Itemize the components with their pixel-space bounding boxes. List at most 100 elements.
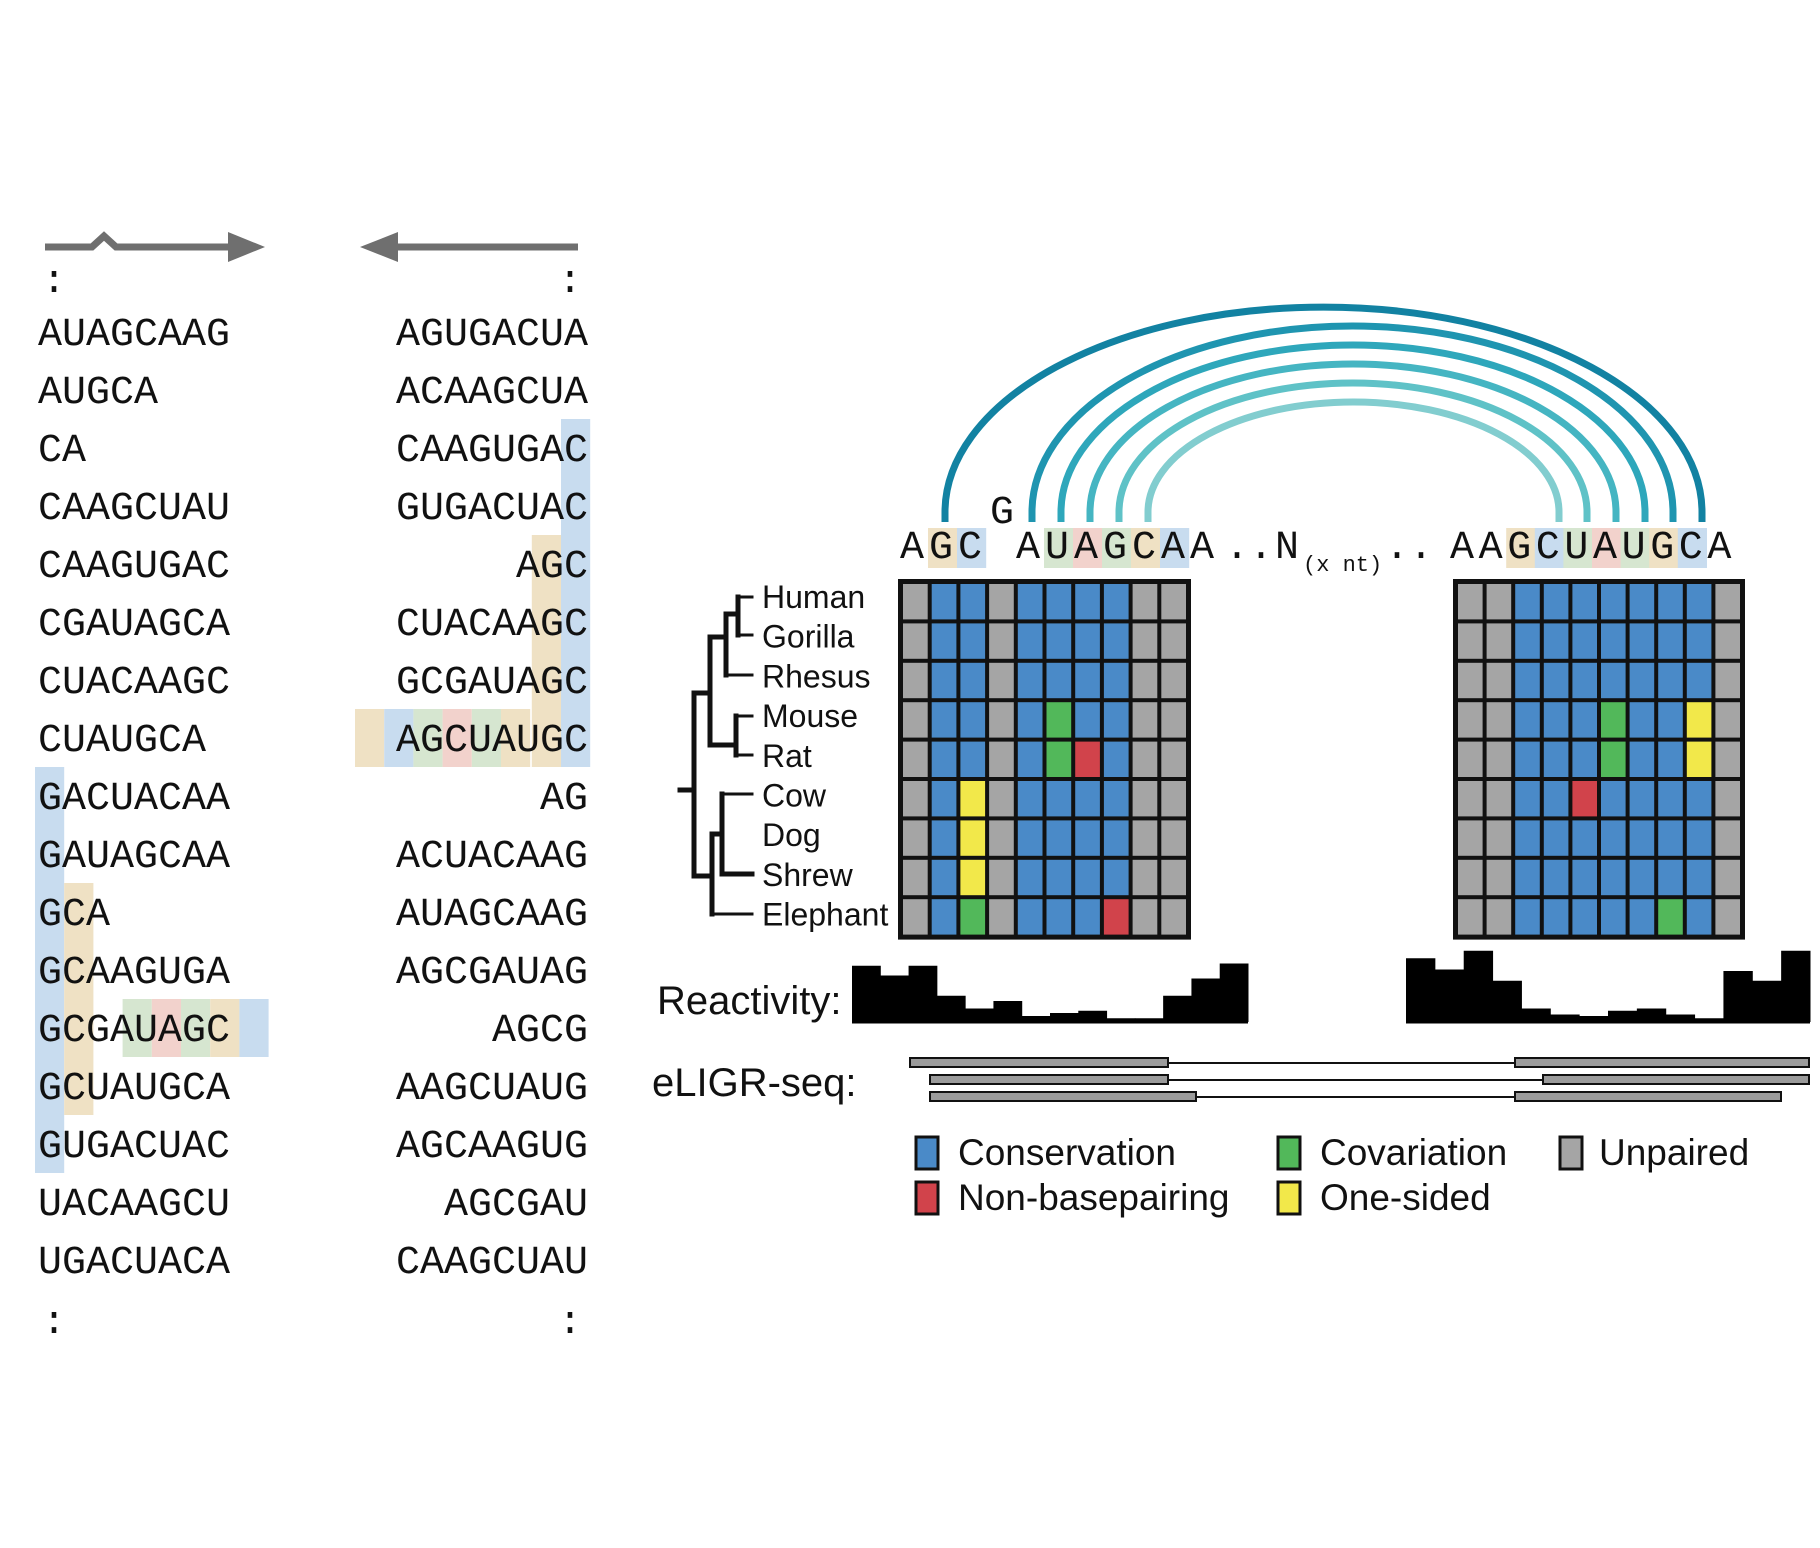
structure-base-right: C <box>1536 526 1560 571</box>
forward-read: GCA <box>38 893 110 938</box>
ellipsis-bottom-left: : <box>42 1301 66 1346</box>
forward-read: GCAAGUGA <box>38 951 230 996</box>
structure-base-right: C <box>1679 526 1703 571</box>
unpaired-cell <box>1161 702 1186 738</box>
reactivity-bar <box>1636 1008 1667 1022</box>
structure-base-right: U <box>1622 526 1646 571</box>
reactivity-bar <box>1521 1008 1551 1022</box>
reactivity-bar <box>1078 1010 1108 1022</box>
conservation-cell <box>1543 702 1569 738</box>
conservation-cell <box>1515 741 1540 777</box>
structure-base-highlight <box>928 528 958 568</box>
conservation-cell <box>1075 662 1100 699</box>
conservation-grid-right <box>1453 579 1745 940</box>
conservation-cell <box>1017 584 1043 620</box>
forward-read: CGAUAGCA <box>38 603 230 648</box>
conservation-cell <box>931 781 957 817</box>
highlight-forward-pair <box>210 999 240 1057</box>
conservation-cell <box>1046 662 1072 699</box>
conservation-cell <box>1572 662 1597 699</box>
conservation-cell <box>1629 781 1655 817</box>
conservation-cell <box>931 820 957 856</box>
conservation-cell <box>1572 820 1597 856</box>
unpaired-cell <box>989 781 1014 817</box>
conservation-cell <box>960 662 986 699</box>
unpaired-cell <box>1458 820 1483 856</box>
conservation-cell <box>931 702 957 738</box>
reverse-read: AGUGACUA <box>396 313 588 358</box>
species-label: Elephant <box>762 897 888 933</box>
conservation-cell <box>931 859 957 896</box>
conservation-cell <box>1686 662 1712 699</box>
reactivity-bar <box>1492 980 1522 1022</box>
unpaired-cell <box>1132 899 1158 935</box>
unpaired-cell <box>1486 584 1512 620</box>
conservation-cell <box>931 741 957 777</box>
reverse-read: AGCAAGUG <box>396 1125 588 1170</box>
legend-nonbasepairing: Non-basepairing <box>958 1177 1230 1218</box>
conservation-cell <box>931 662 957 699</box>
legend-covariation: Covariation <box>1320 1132 1507 1173</box>
onesided-cell <box>960 859 986 896</box>
reverse-read: AGCGAUAG <box>396 951 588 996</box>
conservation-cell <box>1658 623 1683 659</box>
ellipsis-top-left: : <box>42 260 66 305</box>
conservation-cell <box>1601 899 1626 935</box>
reactivity-bar <box>1781 950 1811 1022</box>
unpaired-cell <box>1715 623 1740 659</box>
conservation-cell <box>1686 820 1712 856</box>
dots-right: .. <box>1385 526 1433 571</box>
species-label: Shrew <box>762 857 854 893</box>
reverse-read: ACAAGCUA <box>396 371 588 416</box>
legend-onesided: One-sided <box>1320 1177 1491 1218</box>
structure-base-left: G <box>1103 526 1127 571</box>
species-label: Human <box>762 579 865 615</box>
conservation-cell <box>1103 820 1129 856</box>
unpaired-cell <box>1715 781 1740 817</box>
highlight-reverse-pair <box>442 709 472 767</box>
unpaired-cell <box>989 899 1014 935</box>
legend-swatch-conservation <box>914 1135 940 1171</box>
species-label: Rhesus <box>762 658 871 694</box>
forward-read: GAUAGCAA <box>38 835 230 880</box>
legend-swatch-nonbasepairing <box>914 1180 940 1216</box>
conservation-cell <box>1075 584 1100 620</box>
unpaired-cell <box>903 781 928 817</box>
unpaired-cell <box>1486 741 1512 777</box>
structure-base-left: A <box>1016 526 1040 571</box>
reactivity-bar <box>880 975 910 1022</box>
onesided-cell <box>1686 741 1712 777</box>
conservation-cell <box>1515 820 1540 856</box>
conservation-cell <box>1686 781 1712 817</box>
conservation-cell <box>1046 781 1072 817</box>
conservation-cell <box>960 584 986 620</box>
unpaired-cell <box>1132 623 1158 659</box>
conservation-cell <box>1543 781 1569 817</box>
unpaired-cell <box>1486 899 1512 935</box>
unpaired-cell <box>1486 781 1512 817</box>
unpaired-cell <box>1486 623 1512 659</box>
conservation-cell <box>1046 820 1072 856</box>
conservation-cell <box>1046 623 1072 659</box>
highlight-forward-pair <box>122 999 152 1057</box>
species-label: Rat <box>762 738 812 774</box>
nonbasepairing-cell <box>1103 899 1129 935</box>
structure-base-left: A <box>1190 526 1214 571</box>
conservation-cell <box>1629 662 1655 699</box>
reactivity-bar <box>965 1008 994 1022</box>
base-pair-arcs <box>941 303 1706 522</box>
covariation-cell <box>1601 702 1626 738</box>
conservation-cell <box>1658 859 1683 896</box>
highlight-tan-reverse <box>531 535 561 767</box>
unpaired-cell <box>1161 820 1186 856</box>
conservation-cell <box>1572 899 1597 935</box>
unpaired-cell <box>989 741 1014 777</box>
eligr-seq-reads <box>909 1057 1810 1102</box>
reactivity-bar <box>1163 995 1192 1022</box>
conservation-cell <box>1017 662 1043 699</box>
structure-base-highlight <box>1073 528 1103 568</box>
reverse-read: AGCGAU <box>444 1183 588 1228</box>
reverse-read: AUAGCAAG <box>396 893 588 938</box>
covariation-cell <box>1658 899 1683 935</box>
unpaired-cell <box>1486 859 1512 896</box>
